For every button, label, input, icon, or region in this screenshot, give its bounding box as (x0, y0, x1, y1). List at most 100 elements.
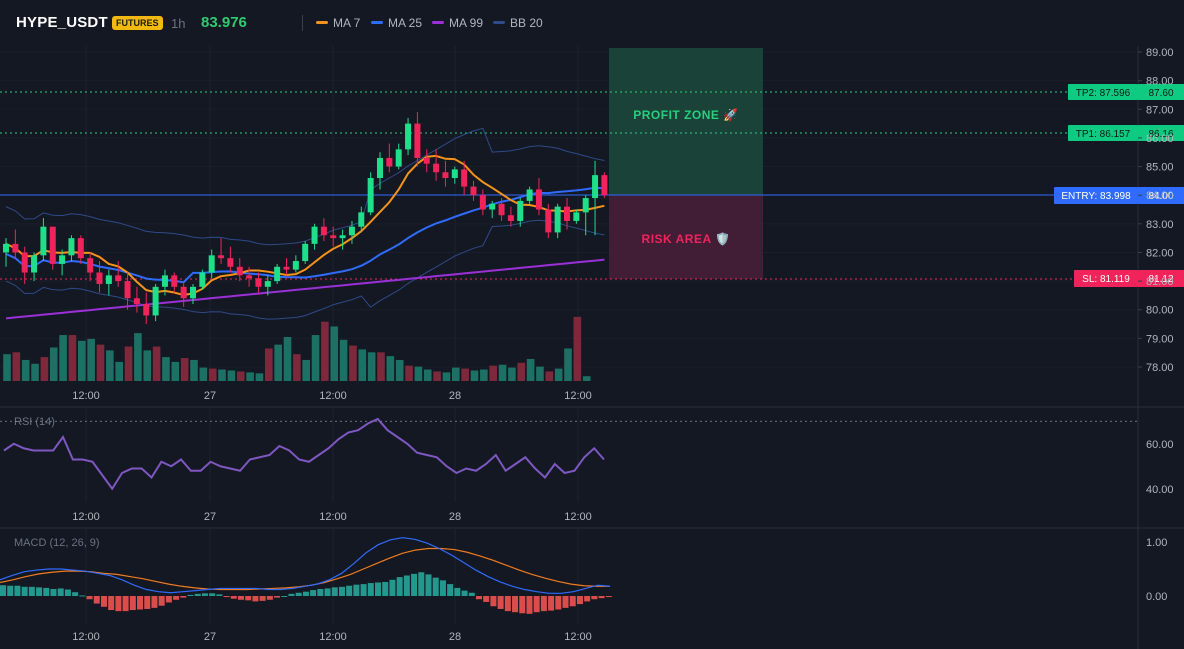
macd-histogram-bar (331, 587, 338, 596)
macd-histogram-bar (79, 595, 86, 597)
candle-body (199, 272, 206, 287)
macd-histogram-bar (382, 581, 389, 596)
macd-histogram-bar (223, 596, 230, 598)
candle-body (180, 286, 187, 299)
macd-histogram-bar (504, 596, 511, 612)
time-tick-label-main: 12:00 (564, 390, 592, 402)
macd-title: MACD (12, 26, 9) (14, 537, 100, 549)
volume-bar (21, 359, 30, 381)
volume-bar (40, 357, 49, 381)
time-tick-label-macd: 27 (204, 631, 216, 643)
price-tick-label: 82.00 (1146, 247, 1174, 259)
legend-ma99-label: MA 99 (449, 16, 484, 30)
macd-histogram-bar (86, 596, 93, 600)
macd-histogram-bar (165, 596, 172, 603)
volume-bar (423, 369, 432, 381)
candle-body (545, 209, 552, 233)
volume-bar (526, 358, 535, 381)
macd-histogram-bar (512, 596, 519, 613)
legend-ma7[interactable]: MA 7 (316, 16, 360, 30)
macd-histogram-bar (137, 596, 144, 610)
candle-body (470, 186, 477, 196)
macd-histogram-bar (548, 596, 555, 611)
macd-histogram-bar (483, 596, 490, 602)
candle-body (40, 226, 47, 256)
time-tick-label-rsi: 28 (449, 511, 461, 523)
volume-bar (31, 363, 39, 381)
price-tick-label: 88.00 (1146, 76, 1174, 88)
macd-histogram-bar (317, 588, 324, 596)
sl-axis-tag (1138, 270, 1184, 287)
candle-body (190, 286, 196, 299)
candle-body (143, 304, 150, 316)
volume-bar (227, 370, 236, 381)
time-tick-label-main: 28 (449, 390, 461, 402)
timeframe-label[interactable]: 1h (171, 16, 186, 31)
macd-histogram-bar (598, 596, 605, 599)
macd-histogram-bar (338, 586, 345, 596)
tp2-axis-label: 87.60 (1148, 88, 1173, 99)
candle-body (115, 275, 122, 282)
risk-zone (609, 195, 763, 279)
volume-bar (480, 369, 488, 381)
candle-body (535, 189, 542, 210)
tp2-axis-tag (1138, 84, 1184, 100)
price-tick-label: 86.00 (1146, 133, 1174, 145)
macd-histogram-bar (367, 583, 374, 596)
macd-tick-label: 1.00 (1146, 537, 1167, 549)
candle-body (479, 195, 486, 210)
macd-histogram-bar (7, 585, 14, 596)
candle-body (367, 178, 374, 213)
macd-histogram-bar (43, 587, 50, 596)
volume-bar (442, 372, 451, 381)
legend-ma7-label: MA 7 (333, 16, 361, 30)
legend-bb20[interactable]: BB 20 (493, 16, 543, 30)
macd-histogram-bar (50, 588, 57, 596)
candle-body (31, 255, 38, 273)
legend-ma99[interactable]: MA 99 (432, 16, 483, 30)
macd-histogram-bar (396, 577, 403, 596)
macd-histogram-bar (115, 596, 122, 612)
price-tick-label: 89.00 (1146, 47, 1174, 59)
bb-lower-line (5, 219, 605, 320)
candle-body (311, 226, 318, 244)
candle-body (405, 123, 412, 150)
price-axis: 89.00 88.00 87.00 86.00 85.00 84.00 83.00 82.00… (1138, 47, 1174, 374)
volume-bar (190, 359, 198, 381)
macd-histogram-bar (144, 596, 151, 609)
macd-histogram-bar (173, 596, 180, 600)
volume-bar (386, 356, 395, 381)
volume-bar (554, 368, 563, 381)
candlesticks (3, 112, 608, 325)
header-divider (302, 15, 303, 31)
candle-body (451, 169, 458, 178)
macd-line (0, 537, 611, 594)
tp1-axis-label: 86.16 (1148, 129, 1173, 140)
candle-body (236, 266, 243, 276)
volume-bar (78, 340, 86, 381)
macd-histogram-bar (540, 596, 547, 612)
candle-body (433, 163, 440, 173)
entry-axis-tag (1138, 187, 1184, 204)
time-tick-label-main: 12:00 (72, 390, 100, 402)
volume-bar (152, 346, 161, 381)
macd-histogram-bar (187, 594, 194, 596)
symbol-label[interactable]: HYPE_USDT (16, 14, 108, 31)
candle-body (386, 157, 393, 167)
volume-bar (68, 335, 77, 381)
candle-body (526, 189, 533, 201)
macd-histogram-bar (274, 596, 281, 598)
legend-ma25[interactable]: MA 25 (371, 16, 422, 30)
macd-histogram-bar (281, 596, 288, 597)
candle-body (564, 206, 570, 221)
macd-histogram-bar (591, 596, 598, 600)
time-tick-label-main: 12:00 (319, 390, 347, 402)
volume-bar (162, 357, 170, 381)
macd-histogram-bar (216, 594, 223, 596)
tp1-tag-label: TP1: 86.157 (1076, 129, 1131, 140)
ma99-swatch (432, 21, 444, 25)
time-tick-label-main: 27 (204, 390, 216, 402)
candle-body (283, 266, 290, 270)
volume-bar (545, 371, 554, 381)
